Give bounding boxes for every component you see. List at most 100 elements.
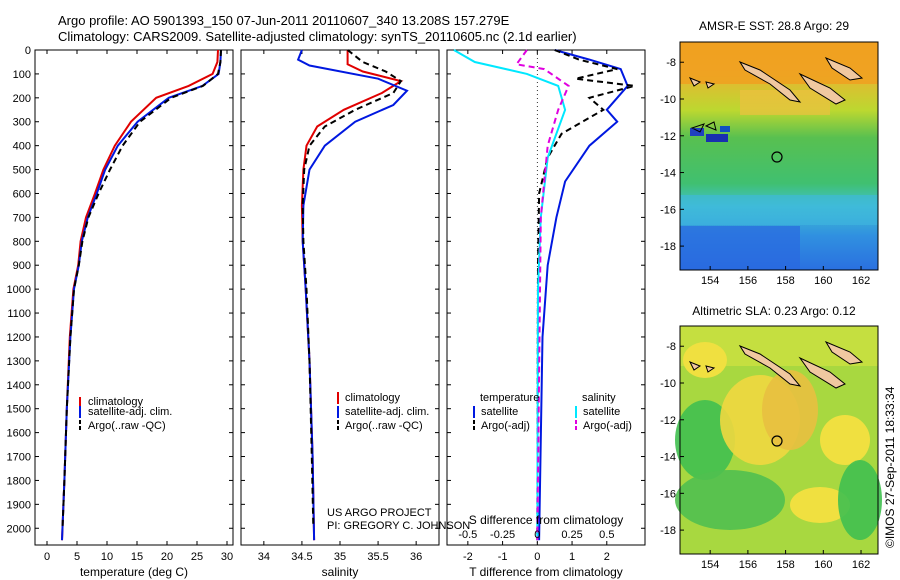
difference-axes-frame <box>446 49 646 546</box>
y-tick-label: 0 <box>25 45 31 57</box>
y-tick-label: 1100 <box>7 308 31 320</box>
lon-tick-label: 158 <box>776 275 794 287</box>
x-tick-label: 1 <box>569 551 575 563</box>
salinity-x-label: salinity <box>322 565 359 579</box>
y-tick-label: 1800 <box>7 475 31 487</box>
lat-tick-label: -8 <box>666 57 676 69</box>
legend-label-satellite: satellite-adj. clim. <box>88 406 172 418</box>
lon-tick-label: 154 <box>701 559 719 571</box>
temperature-x-label: temperature (deg C) <box>80 565 188 579</box>
depth-axis: 0 100 200 300 400 500 600 700 800 900 1000 1100 1200… <box>7 45 233 535</box>
legend-label-satellite: satellite-adj. clim. <box>345 406 429 418</box>
difference-x-axis: -2 -1 0 1 2 <box>463 50 610 563</box>
sla-patches <box>675 326 882 540</box>
y-tick-label: 1300 <box>7 356 31 368</box>
y-tick-label: 1200 <box>7 332 31 344</box>
sst-map-frame <box>679 41 879 271</box>
lat-tick-label: -18 <box>660 241 676 253</box>
legend-label-climatology: climatology <box>345 392 401 404</box>
lon-tick-label: 158 <box>776 559 794 571</box>
temperature-axes-frame <box>34 49 234 546</box>
y-tick-label: 300 <box>13 117 31 129</box>
salinity-y-ticks <box>241 49 439 529</box>
salinity-legend: climatology satellite-adj. clim. Argo(..… <box>337 392 429 432</box>
credit-pi: PI: GREGORY C. JOHNSON <box>327 520 470 532</box>
sla-map-frame <box>679 325 879 555</box>
salinity-panel: 34 34.5 35 35.5 36 salinity climatology sate… <box>240 49 470 579</box>
sst-map: AMSR-E SST: 28.8 Argo: 29 154 156 158 160 16… <box>660 19 879 287</box>
x-tick-label: 10 <box>101 551 113 563</box>
t-difference-label: T difference from climatology <box>469 565 623 579</box>
lon-tick-label: 156 <box>739 559 757 571</box>
legend-label-s-satellite: satellite <box>583 406 620 418</box>
series-line-argo-raw-qc- <box>301 49 403 526</box>
legend-header-temperature: temperature <box>480 392 539 404</box>
difference-legend: temperature salinity satellite Argo(-adj… <box>473 392 632 432</box>
sst-lat-ticks: -8 -10 -12 -14 -16 -18 <box>660 57 684 253</box>
x-tick-label: 2 <box>604 551 610 563</box>
x-tick-label: 36 <box>410 551 422 563</box>
salinity-series <box>296 49 409 541</box>
temperature-legend: climatology satellite-adj. clim. Argo(..… <box>79 396 172 432</box>
temperature-x-axis: 0 5 10 15 20 25 30 <box>44 50 233 563</box>
sla-lat-ticks: -8 -10 -12 -14 -16 -18 <box>660 341 684 537</box>
series-line-temperature-satellite <box>538 49 629 541</box>
x-tick-label: 20 <box>161 551 173 563</box>
x-tick-label: -1 <box>498 551 508 563</box>
series-line-satellite-adj-clim- <box>296 49 409 541</box>
series-line-argo-raw-qc- <box>61 49 222 526</box>
x-tick-label: 0 <box>534 551 540 563</box>
legend-header-salinity: salinity <box>582 392 616 404</box>
lon-tick-label: 162 <box>852 275 870 287</box>
y-tick-label: 900 <box>13 260 31 272</box>
s-tick-label: -0.25 <box>490 529 515 541</box>
s-tick-label: -0.5 <box>458 529 477 541</box>
y-tick-label: 1000 <box>7 284 31 296</box>
sst-coastlines <box>688 56 864 133</box>
salinity-x-axis: 34 34.5 35 35.5 36 <box>258 50 422 563</box>
lon-tick-label: 162 <box>852 559 870 571</box>
y-tick-label: 700 <box>13 212 31 224</box>
lat-tick-label: -12 <box>660 131 676 143</box>
series-line-temperature-argo-adj- <box>536 49 635 541</box>
argo-position-marker <box>771 435 783 447</box>
y-tick-label: 100 <box>13 69 31 81</box>
y-tick-label: 600 <box>13 188 31 200</box>
difference-panel: -2 -1 0 1 2 S difference from climatology -0… <box>446 49 646 579</box>
imos-stamp: ©IMOS 27-Sep-2011 18:33:34 <box>883 386 897 548</box>
lat-tick-label: -16 <box>660 488 676 500</box>
lat-tick-label: -10 <box>660 94 676 106</box>
x-tick-label: 35 <box>334 551 346 563</box>
legend-label-climatology: climatology <box>88 396 144 408</box>
salinity-axes-frame <box>240 49 440 546</box>
sla-lon-ticks: 154 156 158 160 162 <box>701 550 870 571</box>
x-tick-label: 30 <box>221 551 233 563</box>
sla-map: Altimetric SLA: 0.23 Argo: 0.12 154 156 15… <box>660 304 882 571</box>
y-tick-label: 1600 <box>7 428 31 440</box>
s-tick-label: 0 <box>534 529 540 541</box>
x-tick-label: 15 <box>131 551 143 563</box>
y-tick-label: 2000 <box>7 523 31 535</box>
series-line-salinity-satellite <box>453 49 567 541</box>
x-tick-label: 34.5 <box>291 551 312 563</box>
lat-tick-label: -10 <box>660 378 676 390</box>
header-line-1: Argo profile: AO 5901393_150 07-Jun-2011… <box>58 13 510 28</box>
lat-tick-label: -18 <box>660 525 676 537</box>
series-line-climatology <box>61 49 219 541</box>
lat-tick-label: -14 <box>660 168 676 180</box>
lon-tick-label: 160 <box>814 275 832 287</box>
legend-label-s-argo: Argo(-adj) <box>583 420 632 432</box>
series-line-salinity-argo-adj- <box>514 49 570 541</box>
s-tick-label: 0.5 <box>599 529 614 541</box>
s-difference-tick-labels: -0.5 -0.25 0 0.25 0.5 <box>458 529 614 541</box>
lon-tick-label: 156 <box>739 275 757 287</box>
header-line-2: Climatology: CARS2009. Satellite-adjuste… <box>58 29 577 44</box>
y-tick-label: 500 <box>13 165 31 177</box>
credit-project: US ARGO PROJECT <box>327 507 432 519</box>
lon-tick-label: 160 <box>814 559 832 571</box>
series-line-satellite-adj-clim- <box>61 49 222 541</box>
sla-coastlines <box>688 340 864 389</box>
legend-label-t-satellite: satellite <box>481 406 518 418</box>
lon-tick-label: 154 <box>701 275 719 287</box>
legend-label-argo: Argo(..raw -QC) <box>88 420 166 432</box>
